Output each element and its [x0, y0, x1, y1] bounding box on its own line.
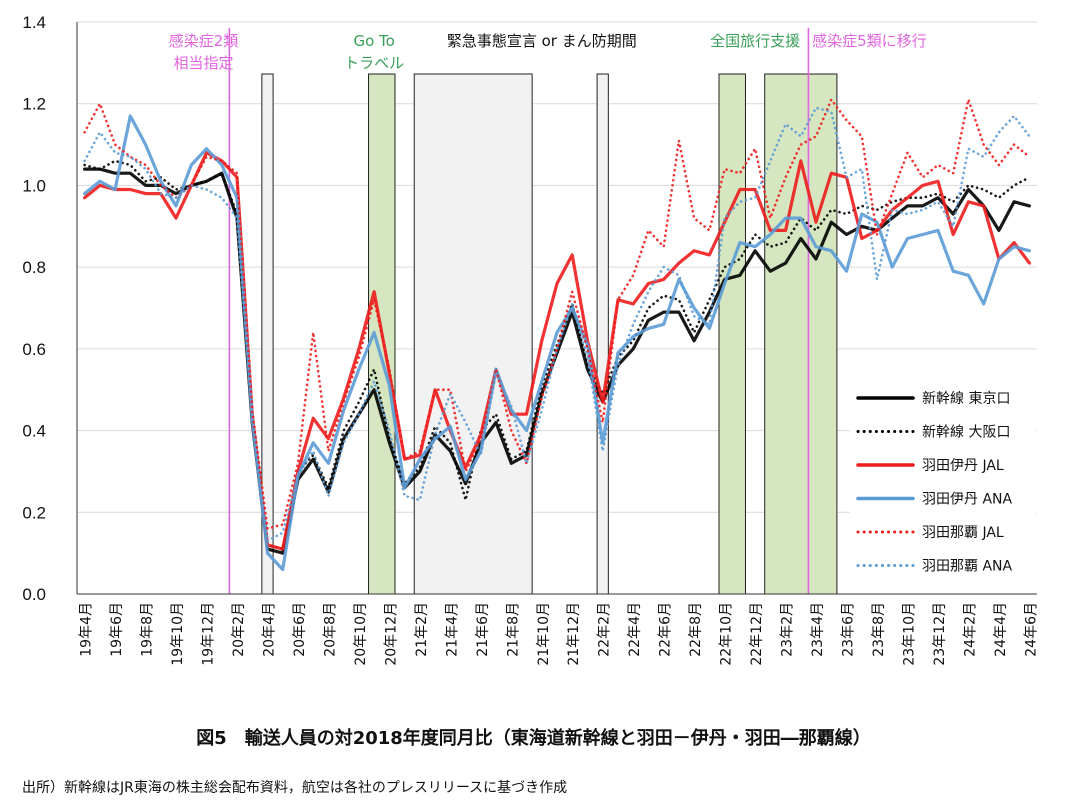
- x-tick-labels: 19年4月 19年6月 19年8月 19年10月 19年12月 20年2月 20年4月 20年…: [79, 602, 1040, 666]
- shaded-periods: [261, 73, 838, 595]
- x-tick-label: 23年10月: [901, 602, 917, 666]
- x-tick-label: 23年2月: [780, 602, 796, 657]
- legend-label: 羽田伊丹 ANA: [922, 492, 1012, 508]
- figure-caption: 図5 輸送人員の対2018年度同月比（東海道新幹線と羽田－伊丹・羽田―那覇線）: [196, 728, 871, 749]
- legend-background: [850, 380, 1036, 585]
- y-tick-labels: 0.0 0.2 0.4 0.6 0.8 1.0 1.2 1.4: [22, 13, 46, 604]
- x-tick-label: 22年8月: [688, 602, 704, 657]
- x-tick-label: 21年8月: [505, 602, 521, 657]
- x-tick-label: 24年4月: [993, 602, 1009, 657]
- x-tick-label: 21年4月: [444, 602, 460, 657]
- x-tick-label: 22年12月: [749, 602, 765, 666]
- x-tick-label: 22年6月: [658, 602, 674, 657]
- shaded-period-emergency: [413, 73, 533, 595]
- x-tick-label: 22年4月: [627, 602, 643, 657]
- x-tick-label: 22年2月: [597, 602, 613, 657]
- x-tick-label: 19年8月: [140, 602, 156, 657]
- annotation-label: トラベル: [344, 54, 404, 72]
- y-tick-label: 0.0: [22, 585, 46, 604]
- legend-label: 羽田那覇 JAL: [922, 525, 1004, 541]
- y-tick-label: 1.2: [22, 95, 46, 114]
- x-tick-label: 24年6月: [1023, 602, 1039, 657]
- annotation-label: 全国旅行支援: [710, 32, 800, 50]
- legend-label: 新幹線 大阪口: [922, 424, 1010, 441]
- x-tick-label: 21年12月: [566, 602, 582, 666]
- x-tick-label: 23年6月: [841, 602, 857, 657]
- series-line-5: [83, 106, 1031, 543]
- x-tick-label: 23年12月: [932, 602, 948, 666]
- annotation-label: 感染症5類に移行: [812, 32, 927, 50]
- x-tick-label: 20年12月: [383, 602, 399, 666]
- annotation-label: 緊急事態宣言 or まん防期間: [447, 32, 637, 50]
- x-tick-label: 23年8月: [871, 602, 887, 657]
- annotation-label: 感染症2類: [169, 32, 239, 50]
- chart: 0.0 0.2 0.4 0.6 0.8 1.0 1.2 1.4 19年4月 19年6月 19年8月…: [22, 13, 1040, 666]
- shaded-period-national: [764, 73, 838, 595]
- x-tick-label: 23年4月: [810, 602, 826, 657]
- axes: [76, 22, 1037, 595]
- event-lines: [228, 28, 810, 594]
- x-tick-label: 21年10月: [536, 602, 552, 666]
- y-tick-label: 1.0: [22, 176, 46, 195]
- x-tick-label: 20年8月: [322, 602, 338, 657]
- series-lines: [82, 98, 1032, 572]
- y-tick-label: 0.8: [22, 258, 46, 277]
- legend-label: 羽田伊丹 JAL: [922, 458, 1004, 474]
- y-tick-label: 0.4: [22, 422, 46, 441]
- x-tick-label: 20年10月: [353, 602, 369, 666]
- x-tick-label: 19年6月: [109, 602, 125, 657]
- x-tick-label: 21年2月: [414, 602, 430, 657]
- x-tick-label: 22年10月: [719, 602, 735, 666]
- series-line-3: [82, 114, 1032, 572]
- source-note: 出所）新幹線はJR東海の株主総会配布資料，航空は各社のプレスリリースに基づき作成: [22, 780, 568, 796]
- x-tick-label: 19年4月: [79, 602, 95, 657]
- x-tick-label: 21年6月: [475, 602, 491, 657]
- annotations: 感染症2類相当指定 Go To トラベル 緊急事態宣言 or まん防期間 全国旅行支援感…: [169, 32, 927, 72]
- x-tick-label: 24年2月: [962, 602, 978, 657]
- x-tick-label: 19年10月: [170, 602, 186, 666]
- y-tick-label: 0.2: [22, 503, 46, 522]
- legend-label: 新幹線 東京口: [922, 390, 1010, 407]
- shaded-period-emergency: [596, 73, 609, 595]
- x-tick-label: 20年6月: [292, 602, 308, 657]
- y-tick-label: 0.6: [22, 340, 46, 359]
- x-tick-label: 19年12月: [201, 602, 217, 666]
- x-tick-label: 20年2月: [231, 602, 247, 657]
- annotation-label: Go To: [353, 32, 394, 50]
- legend-label: 羽田那覇 ANA: [922, 559, 1012, 575]
- x-tick-label: 20年4月: [261, 602, 277, 657]
- y-tick-label: 1.4: [22, 13, 46, 32]
- annotation-label: 相当指定: [173, 54, 233, 72]
- shaded-period-national: [718, 73, 746, 595]
